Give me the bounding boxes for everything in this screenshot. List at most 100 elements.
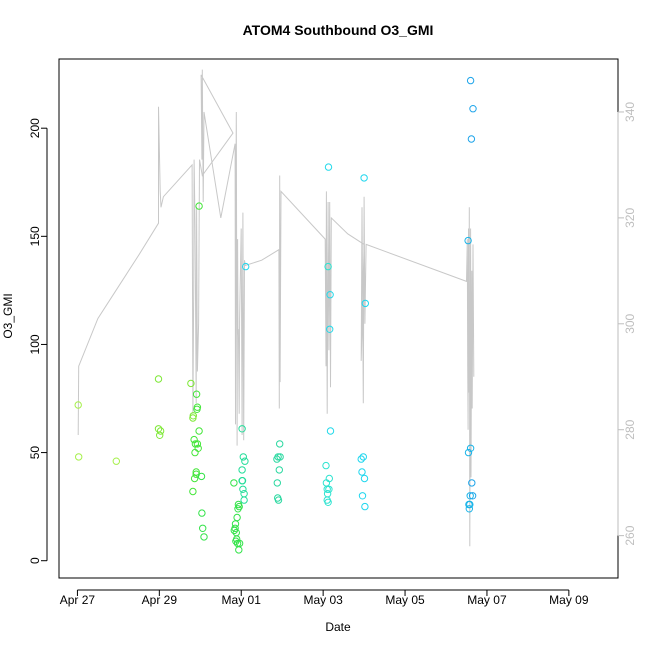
data-point xyxy=(238,477,246,485)
data-point xyxy=(239,453,248,461)
data-point xyxy=(189,414,197,422)
data-point xyxy=(235,502,243,511)
data-point xyxy=(326,427,335,435)
data-point xyxy=(465,505,473,513)
x-tick-label: May 05 xyxy=(385,593,425,607)
data-point xyxy=(325,485,333,493)
data-point xyxy=(238,425,246,433)
data-point xyxy=(361,299,369,308)
data-point xyxy=(358,468,366,476)
secondary-series-line xyxy=(77,69,475,547)
data-point xyxy=(357,455,365,463)
y-tick-label: 100 xyxy=(28,334,42,354)
data-point xyxy=(200,533,208,541)
data-point xyxy=(75,453,83,461)
data-point xyxy=(231,524,239,532)
data-point xyxy=(235,546,243,554)
data-point xyxy=(466,492,474,500)
data-point xyxy=(189,487,197,496)
chart-title: ATOM4 Southbound O3_GMI xyxy=(243,22,434,38)
y2-tick-label: 300 xyxy=(623,313,637,333)
data-point xyxy=(358,492,367,500)
data-point xyxy=(464,236,472,245)
data-point xyxy=(276,440,284,448)
data-point xyxy=(195,427,203,435)
data-point xyxy=(191,448,199,457)
y2-tick-label: 320 xyxy=(623,208,637,228)
x-tick-label: May 07 xyxy=(467,593,507,607)
data-point xyxy=(240,496,248,504)
data-point xyxy=(240,490,248,498)
data-point xyxy=(197,472,206,481)
data-point xyxy=(195,202,203,210)
data-point xyxy=(193,403,202,411)
y-tick-label: 200 xyxy=(28,118,42,138)
y-axis-label: O3_GMI xyxy=(1,293,15,338)
data-point xyxy=(238,466,246,474)
data-point xyxy=(326,325,334,333)
data-point xyxy=(276,453,284,461)
data-point xyxy=(360,174,368,182)
data-point xyxy=(199,524,207,532)
data-point xyxy=(466,76,475,85)
points-layer xyxy=(74,76,477,554)
data-point xyxy=(231,520,240,528)
x-tick-label: Apr 29 xyxy=(142,593,178,607)
data-point xyxy=(469,105,477,113)
data-point xyxy=(156,427,165,435)
data-point xyxy=(468,479,476,487)
data-point xyxy=(360,474,369,483)
y-tick-label: 150 xyxy=(28,226,42,246)
data-point xyxy=(359,453,367,461)
data-point xyxy=(193,440,202,448)
data-point xyxy=(464,448,473,457)
data-point xyxy=(239,485,247,493)
data-point xyxy=(192,390,201,398)
data-point xyxy=(230,479,238,487)
data-point xyxy=(324,163,333,171)
data-point xyxy=(241,457,249,465)
data-point xyxy=(187,379,195,388)
data-point xyxy=(235,539,244,548)
x-tick-label: May 09 xyxy=(549,593,589,607)
axes-layer: Apr 27 Apr 29 May 01 May 03 May 05 May 07 May … xyxy=(28,102,637,607)
data-point xyxy=(361,502,369,511)
x-tick-label: May 01 xyxy=(222,593,262,607)
data-point xyxy=(467,135,476,143)
x-axis-label: Date xyxy=(325,620,351,634)
data-point xyxy=(323,490,332,498)
data-point xyxy=(324,498,332,506)
data-point xyxy=(194,444,202,452)
data-point xyxy=(190,435,198,444)
data-point xyxy=(325,474,333,483)
data-point xyxy=(275,466,283,474)
data-point xyxy=(466,500,474,509)
data-point xyxy=(468,492,477,500)
data-point xyxy=(322,461,330,470)
data-point xyxy=(242,262,250,271)
data-point xyxy=(112,457,121,465)
data-point xyxy=(466,444,475,452)
data-point xyxy=(326,291,334,299)
data-point xyxy=(192,468,200,476)
y2-tick-label: 280 xyxy=(623,419,637,439)
data-point xyxy=(190,474,199,483)
data-point xyxy=(274,496,283,504)
y-tick-label: 0 xyxy=(28,557,42,564)
data-point xyxy=(156,431,164,439)
x-tick-label: Apr 27 xyxy=(60,593,96,607)
data-point xyxy=(154,375,163,383)
plot-area-frame xyxy=(58,58,619,579)
data-point xyxy=(324,262,332,271)
data-point xyxy=(274,453,282,461)
data-point xyxy=(198,509,206,517)
x-tick-label: May 03 xyxy=(303,593,343,607)
data-point xyxy=(233,513,241,522)
data-point xyxy=(273,479,281,487)
y2-tick-label: 260 xyxy=(623,525,637,545)
y-tick-label: 50 xyxy=(28,446,42,460)
data-point xyxy=(74,401,82,409)
y2-tick-label: 340 xyxy=(623,102,637,122)
secondary-line-layer xyxy=(77,69,475,547)
